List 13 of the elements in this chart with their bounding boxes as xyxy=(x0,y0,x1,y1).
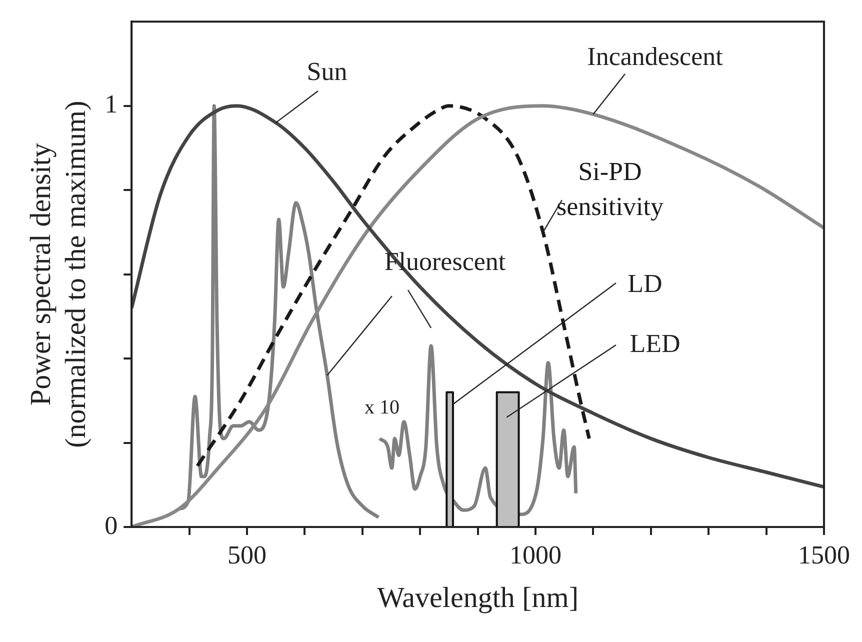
y-tick-label: 1 xyxy=(104,90,118,119)
x-tick-label: 500 xyxy=(228,540,266,570)
series-label: Incandescent xyxy=(587,42,724,71)
y-tick-label: 0 xyxy=(104,510,118,540)
x-axis-title: Wavelength [nm] xyxy=(377,582,579,614)
series-label: Si-PD sensitivity xyxy=(556,156,664,221)
x-tick-label: 1000 xyxy=(510,540,562,570)
series-label: Sun xyxy=(306,56,348,86)
annotation: x 10 xyxy=(364,396,400,418)
y-axis-title: Power spectral density (normalized to the maximum) xyxy=(25,100,92,448)
text: LED xyxy=(630,328,680,358)
text: LD xyxy=(628,268,662,298)
x-tick-label: 1500 xyxy=(798,540,850,570)
